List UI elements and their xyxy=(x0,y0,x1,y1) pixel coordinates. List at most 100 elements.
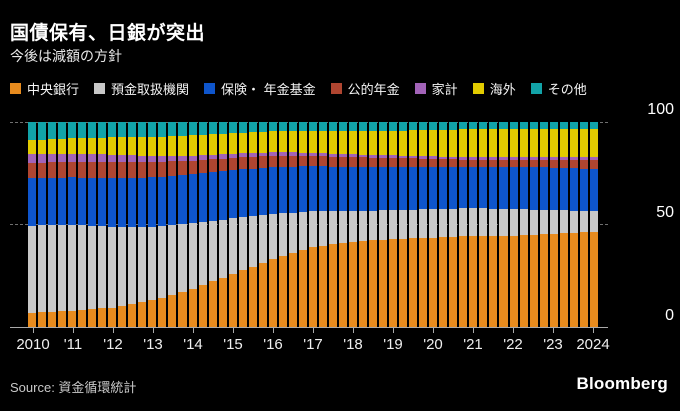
plot-area: 100 50 0 2010 '11 '12 '13 '14 '15 '16 '17 '18 '19… xyxy=(10,102,674,353)
bar-segment xyxy=(459,157,468,160)
bar-segment xyxy=(28,122,37,141)
x-axis-tick xyxy=(33,327,34,333)
bar-segment xyxy=(439,166,448,209)
bar-segment xyxy=(298,212,307,251)
x-axis-tick xyxy=(433,327,434,333)
bar-segment xyxy=(258,122,267,132)
bar-segment xyxy=(288,122,297,131)
bar-segment xyxy=(589,157,598,161)
stacked-bar-2015-q3 xyxy=(248,122,257,327)
bar-segment xyxy=(559,167,568,211)
stacked-bar-2016-q2 xyxy=(278,122,287,327)
bar-segment xyxy=(519,159,528,167)
bar-segment xyxy=(288,166,297,213)
legend-swatch-icon xyxy=(94,83,106,94)
bar-segment xyxy=(499,166,508,209)
bar-segment xyxy=(108,226,117,308)
bar-segment xyxy=(98,226,107,309)
stacked-bar-2010-q4 xyxy=(58,122,67,327)
bar-segment xyxy=(539,209,548,235)
bar-segment xyxy=(479,235,488,327)
bar-segment xyxy=(369,240,378,327)
bar-segment xyxy=(549,128,558,158)
bar-segment xyxy=(28,163,37,179)
bar-segment xyxy=(449,166,458,209)
bar-segment xyxy=(148,300,157,327)
bar-segment xyxy=(379,167,388,211)
bar-segment xyxy=(479,159,488,167)
legend-swatch-icon xyxy=(472,83,484,94)
x-axis-label-20: '20 xyxy=(423,336,443,353)
bar-segment xyxy=(208,281,217,327)
bar-segment xyxy=(228,157,237,171)
x-axis-tick xyxy=(113,327,114,333)
stacked-bar-2019-q4 xyxy=(419,122,428,327)
legend-item-4: 家計 xyxy=(414,79,458,98)
bar-segment xyxy=(48,139,57,154)
bar-segment xyxy=(98,137,107,155)
legend-label: 預金取扱機関 xyxy=(111,82,190,97)
bar-segment xyxy=(459,208,468,237)
bar-segment xyxy=(168,225,177,295)
bar-segment xyxy=(238,132,247,154)
bar-segment xyxy=(529,234,538,327)
bar-segment xyxy=(98,161,107,179)
bar-segment xyxy=(258,131,267,153)
bar-segment xyxy=(338,154,347,157)
bar-segment xyxy=(399,209,408,239)
bar-segment xyxy=(419,156,428,159)
legend-item-2: 保険・ 年金基金 xyxy=(204,79,316,98)
bar-segment xyxy=(338,156,347,167)
bar-segment xyxy=(419,122,428,131)
bar-segment xyxy=(268,131,277,153)
legend-label: 海外 xyxy=(489,82,516,97)
x-axis-label-22: '22 xyxy=(503,336,523,353)
bar-segment xyxy=(38,225,47,313)
bar-segment xyxy=(298,155,307,167)
bar-segment xyxy=(459,166,468,209)
bar-segment xyxy=(328,156,337,167)
bar-segment xyxy=(409,167,418,210)
bar-segment xyxy=(178,135,187,156)
bar-segment xyxy=(308,247,317,327)
stacked-bar-2014-q3 xyxy=(208,122,217,327)
bar-segment xyxy=(369,154,378,158)
bar-segment xyxy=(529,159,538,168)
stacked-bar-2022-q2 xyxy=(519,122,528,327)
stacked-bar-2012-q3 xyxy=(128,122,137,327)
bar-segment xyxy=(399,130,408,156)
bar-segment xyxy=(78,224,87,310)
bar-segment xyxy=(178,224,187,292)
bar-segment xyxy=(519,166,528,210)
bar-segment xyxy=(549,122,558,129)
bar-segment xyxy=(128,303,137,327)
bar-segment xyxy=(208,134,217,155)
bar-segment xyxy=(178,155,187,162)
bar-segment xyxy=(449,159,458,167)
stacked-bar-2021-q2 xyxy=(479,122,488,327)
bar-segment xyxy=(288,212,297,254)
bar-segment xyxy=(138,302,147,327)
bar-segment xyxy=(469,157,478,160)
bar-segment xyxy=(158,176,167,226)
legend-swatch-icon xyxy=(10,83,21,94)
bar-segment xyxy=(589,160,598,170)
bar-segment xyxy=(238,217,247,271)
bar-segment xyxy=(379,210,388,240)
bar-segment xyxy=(248,132,257,153)
stacked-bar-2010-q1 xyxy=(28,122,37,327)
bar-segment xyxy=(589,128,598,158)
bar-segment xyxy=(78,122,87,139)
bar-segment xyxy=(569,128,578,158)
bar-segment xyxy=(128,137,137,156)
bar-segment xyxy=(118,305,127,327)
bar-segment xyxy=(569,232,578,327)
bar-segment xyxy=(128,177,137,227)
bar-segment xyxy=(208,122,217,135)
bar-segment xyxy=(509,235,518,327)
x-axis-tick xyxy=(353,327,354,333)
bar-segment xyxy=(68,177,77,225)
bar-segment xyxy=(459,122,468,130)
bar-segment xyxy=(479,129,488,158)
stacked-bar-2018-q1 xyxy=(349,121,358,327)
